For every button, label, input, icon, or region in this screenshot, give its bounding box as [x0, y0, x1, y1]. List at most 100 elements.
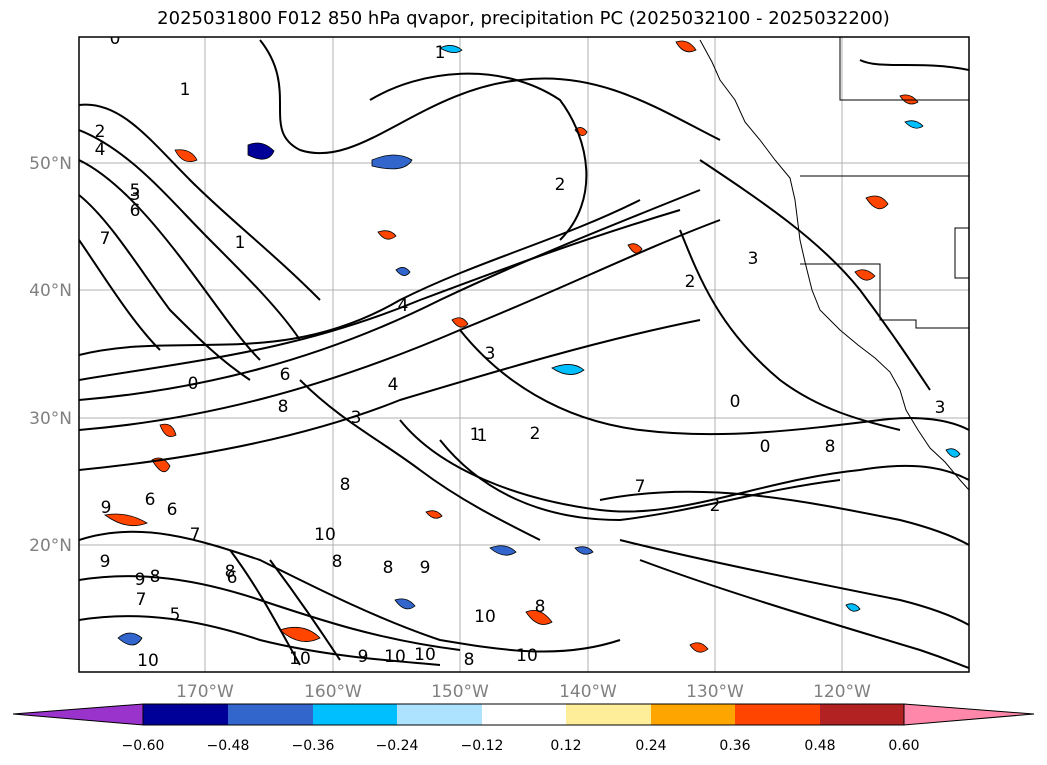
colorbar-segment [397, 704, 482, 725]
lon-label-170w: 170°W [176, 682, 234, 702]
contour-label: 0 [188, 374, 199, 394]
contour-line [269, 559, 341, 661]
colorbar-segment [735, 704, 820, 725]
contour-label: 3 [351, 408, 362, 428]
precip-patch [439, 45, 463, 53]
border-path [839, 37, 969, 101]
contour-label: 6 [167, 500, 178, 520]
precip-patch [489, 545, 517, 556]
contour-label: 2 [530, 424, 541, 444]
contour-label: 3 [935, 398, 946, 418]
lat-label-40n: 40°N [29, 281, 72, 301]
contour-label: 3 [130, 185, 141, 205]
map-area [79, 37, 969, 672]
contour-label: 1 [180, 80, 191, 100]
lon-label-130w: 130°W [686, 682, 744, 702]
contour-label: 5 [130, 181, 141, 201]
contour-label: 7 [136, 590, 147, 610]
colorbar-segment [228, 704, 313, 725]
contour-label: 4 [95, 140, 106, 160]
lon-label-150w: 150°W [431, 682, 489, 702]
contour-label: 0 [730, 392, 741, 412]
colorbar-segment [143, 704, 228, 725]
colorbar-segment [482, 704, 566, 725]
contour-label: 8 [278, 397, 289, 417]
precip-patch [394, 598, 416, 610]
contour-label: 8 [340, 475, 351, 495]
contour-line [79, 615, 441, 666]
contour-line [299, 379, 541, 541]
contour-line [79, 219, 721, 431]
contour-label: 2 [555, 175, 566, 195]
colorbar-segment [820, 704, 904, 725]
contour-label: 2 [710, 496, 721, 516]
precip-patch [689, 642, 709, 653]
contour-line [79, 530, 621, 653]
colorbar-ticks: −0.60 −0.48 −0.36 −0.24 −0.12 0.12 0.24 … [122, 738, 920, 754]
contour-label: 9 [100, 552, 111, 572]
contour-label: 7 [635, 477, 646, 497]
colorbar-segment [566, 704, 651, 725]
precip-patch [904, 120, 924, 129]
precip-patch [854, 269, 876, 281]
contour-label: 10 [314, 525, 336, 545]
colorbar-tick-label: 0.48 [804, 738, 835, 754]
contour-label: 7 [190, 525, 201, 545]
contour-label: 2 [685, 272, 696, 292]
contour-label: 1 [470, 425, 481, 445]
colorbar-tick-label: 0.24 [635, 738, 666, 754]
gridlines [79, 37, 969, 672]
colorbar-tick-label: 0.36 [719, 738, 750, 754]
contour-line [859, 59, 969, 71]
precip-patch [279, 626, 321, 642]
precip-patch [104, 513, 148, 527]
precip-patch [377, 230, 397, 240]
precip-patch [159, 423, 177, 438]
contour-line [79, 575, 461, 651]
contour-label: 1 [477, 426, 488, 446]
contour-label: 4 [398, 296, 409, 316]
precip-patch [675, 40, 697, 53]
contour-line [459, 329, 969, 436]
contour-label: 8 [383, 558, 394, 578]
contour-label: 10 [384, 647, 406, 667]
border-path [800, 175, 969, 329]
precip-patch [945, 448, 961, 458]
precip-patch [247, 142, 275, 160]
lon-label-120w: 120°W [813, 682, 871, 702]
precip-patch [845, 603, 861, 612]
colorbar-segment [651, 704, 735, 725]
contour-label: 9 [420, 558, 431, 578]
contour-label: 10 [414, 645, 436, 665]
contour-line [679, 229, 901, 431]
contour-line [79, 209, 681, 381]
contour-label: 8 [150, 567, 161, 587]
precip-patch [174, 149, 198, 163]
colorbar-tick-label: 0.12 [550, 738, 581, 754]
contour-line [229, 549, 301, 666]
contour-line [79, 159, 261, 361]
contour-label: 9 [135, 570, 146, 590]
longitude-labels: 170°W 160°W 150°W 140°W 130°W 120°W [176, 682, 871, 702]
precip-patch [451, 317, 469, 328]
contour-label: 6 [280, 365, 291, 385]
contour-line [259, 39, 721, 155]
contour-label: 5 [170, 605, 181, 625]
contour-label: 1 [435, 43, 446, 63]
coastline-path [699, 39, 969, 491]
contour-line [79, 199, 641, 356]
contour-line [699, 159, 931, 391]
contour-label: 8 [225, 562, 236, 582]
contour-label: 8 [535, 597, 546, 617]
map-title: 2025031800 F012 850 hPa qvapor, precipit… [157, 8, 890, 29]
latitude-labels: 50°N 40°N 30°N 20°N [29, 154, 72, 556]
contour-label: 9 [358, 647, 369, 667]
precip-patch [865, 195, 889, 210]
contour-label: 0 [760, 437, 771, 457]
contour-label: 6 [227, 568, 238, 588]
lat-label-30n: 30°N [29, 409, 72, 429]
contour-label: 8 [825, 437, 836, 457]
colorbar-tick-label: −0.12 [461, 738, 504, 754]
contour-line [79, 103, 321, 301]
